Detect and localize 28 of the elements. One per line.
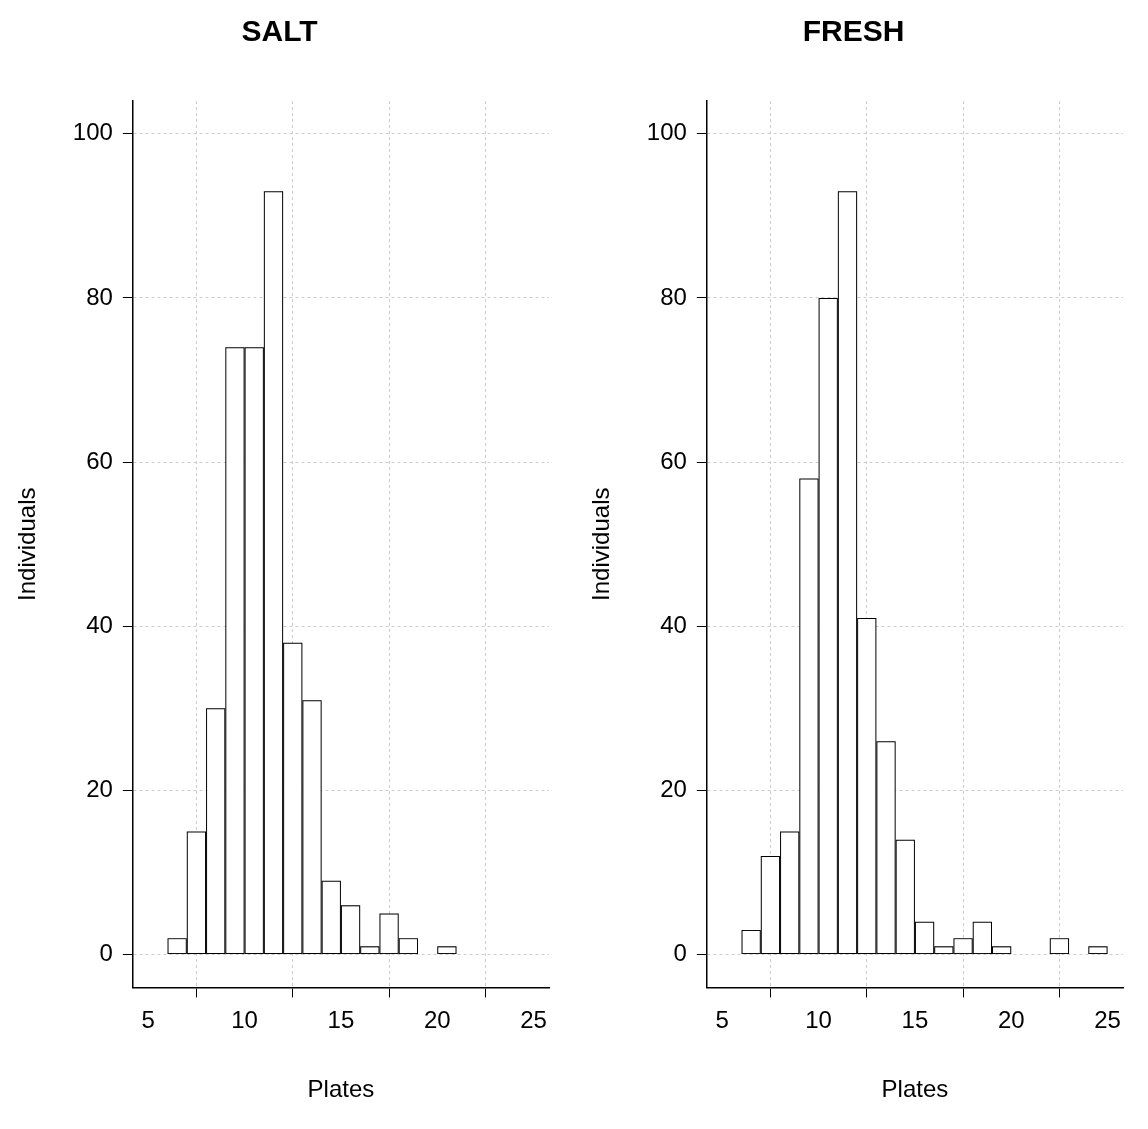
x-tick-label: 25 bbox=[520, 1006, 547, 1034]
y-tick-label: 60 bbox=[86, 446, 113, 474]
y-tick-label: 100 bbox=[646, 118, 687, 146]
y-tick-label: 40 bbox=[86, 610, 113, 638]
x-tick-label: 25 bbox=[1094, 1006, 1121, 1034]
y-tick-label: 60 bbox=[660, 446, 687, 474]
y-tick-label: 80 bbox=[86, 282, 113, 310]
y-tick-label: 80 bbox=[660, 282, 687, 310]
x-tick-label: 5 bbox=[141, 1006, 155, 1034]
y-tick-label: 20 bbox=[660, 775, 687, 803]
x-tick-label: 5 bbox=[715, 1006, 729, 1034]
chart-title: FRESH bbox=[802, 14, 905, 48]
x-tick-label: 10 bbox=[805, 1006, 832, 1034]
y-tick-label: 100 bbox=[72, 118, 113, 146]
y-tick-label: 40 bbox=[660, 610, 687, 638]
y-tick-label: 0 bbox=[673, 939, 687, 967]
x-tick-label: 10 bbox=[231, 1006, 258, 1034]
x-tick-label: 15 bbox=[327, 1006, 355, 1034]
y-tick-label: 20 bbox=[86, 775, 113, 803]
x-axis-title: Plates bbox=[881, 1075, 949, 1103]
x-axis-title: Plates bbox=[307, 1075, 375, 1103]
x-tick-label: 20 bbox=[423, 1006, 451, 1034]
chart-title: SALT bbox=[241, 14, 318, 48]
y-axis-title: Individuals bbox=[13, 487, 41, 601]
y-axis-title: Individuals bbox=[587, 487, 615, 601]
x-tick-label: 20 bbox=[997, 1006, 1025, 1034]
x-tick-label: 15 bbox=[901, 1006, 929, 1034]
y-tick-label: 0 bbox=[99, 939, 113, 967]
